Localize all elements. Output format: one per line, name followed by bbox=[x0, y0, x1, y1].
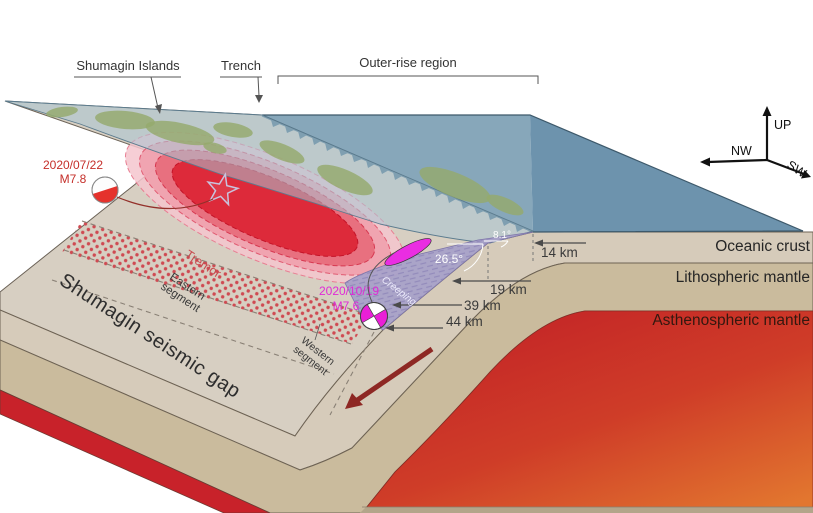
layer-label-oceanic-crust: Oceanic crust bbox=[715, 238, 810, 255]
depth-label-14km: 14 km bbox=[541, 245, 578, 260]
shumagin-islands-label: Shumagin Islands bbox=[76, 58, 180, 73]
outer-rise-label: Outer-rise region bbox=[359, 55, 457, 70]
compass bbox=[700, 106, 811, 179]
trench-callout: Trench bbox=[220, 58, 263, 103]
dip-angle-26: 26.5° bbox=[435, 243, 484, 272]
tremor-dots-band bbox=[62, 220, 370, 344]
depth-reference-dashes bbox=[487, 234, 534, 281]
event-m76-magnitude: M7.6 bbox=[333, 299, 360, 313]
slab-motion-arrow bbox=[345, 346, 434, 409]
shumagin-islands-landmass bbox=[46, 106, 524, 216]
dip-angle-26-label: 26.5° bbox=[435, 252, 463, 266]
event-m76-beachball bbox=[360, 302, 388, 330]
depth-label-44km: 44 km bbox=[446, 314, 483, 329]
event-m78-date: 2020/07/22 bbox=[43, 158, 103, 172]
trench-arrowhead bbox=[255, 95, 263, 103]
compass-up-label: UP bbox=[774, 118, 791, 132]
event-m78-magnitude: M7.8 bbox=[60, 172, 87, 186]
event-m76-leader bbox=[367, 252, 395, 303]
dip-angle-8-label: 8.1° bbox=[493, 230, 511, 241]
asthenosphere-front-strip bbox=[0, 389, 271, 513]
depth-annotations bbox=[385, 239, 586, 332]
depth-label-19km: 19 km bbox=[490, 282, 527, 297]
layer-label-lithospheric-mantle: Lithospheric mantle bbox=[676, 269, 810, 286]
event-m78-beachball bbox=[91, 176, 119, 204]
plate-interface-creeping-band bbox=[344, 231, 534, 331]
event-m78-leader bbox=[116, 196, 214, 210]
asthenospheric-mantle-region bbox=[360, 310, 813, 513]
event-m78: 2020/07/22 M7.8 bbox=[43, 158, 214, 210]
dip-angle-8: 8.1° bbox=[484, 230, 511, 248]
event-m76-date: 2020/10/19 bbox=[319, 284, 379, 298]
block-bottom-sliver bbox=[360, 507, 813, 513]
sea-surface-overlay bbox=[4, 100, 535, 244]
shumagin-islands-arrowhead bbox=[155, 104, 162, 114]
shumagin-islands-callout: Shumagin Islands bbox=[74, 58, 181, 114]
slow-slip-patch bbox=[384, 238, 432, 266]
outer-rise-bracket bbox=[277, 75, 539, 84]
trench-label: Trench bbox=[221, 58, 261, 73]
segment-boundary-dashes bbox=[51, 220, 375, 416]
outer-rise-callout: Outer-rise region bbox=[277, 55, 539, 84]
compass-nw-label: NW bbox=[731, 144, 752, 158]
event-m76: 2020/10/19 M7.6 bbox=[319, 252, 395, 330]
epicenter-star bbox=[206, 172, 241, 207]
depth-label-39km: 39 km bbox=[464, 298, 501, 313]
layer-label-asthenospheric-mantle: Asthenospheric mantle bbox=[652, 312, 810, 329]
